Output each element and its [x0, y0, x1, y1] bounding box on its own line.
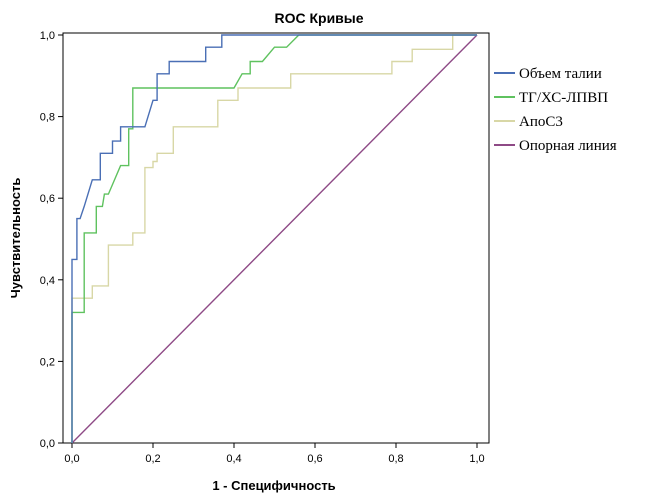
series-line-1 — [71, 34, 477, 443]
x-tick-label: 0,8 — [388, 453, 403, 465]
legend-label: ТГ/ХС-ЛПВП — [519, 90, 608, 106]
x-axis-title: 1 - Специфичность — [212, 478, 335, 493]
x-tick-label: 1,0 — [469, 453, 484, 465]
series-lines — [71, 34, 478, 444]
x-axis: 0,0 0,2 0,4 0,6 0,8 1,0 — [64, 443, 485, 465]
legend-label: Опорная линия — [519, 138, 617, 154]
y-tick-label: 0,2 — [40, 356, 55, 368]
series-line-2 — [71, 34, 477, 443]
x-tick-label: 0,4 — [226, 453, 241, 465]
y-tick-label: 0,8 — [40, 112, 55, 124]
x-tick-label: 0,6 — [307, 453, 322, 465]
legend-label: АпоС3 — [519, 114, 563, 130]
legend: Объем талии ТГ/ХС-ЛПВП АпоС3 Опорная линия — [494, 66, 617, 154]
y-tick-label: 0,6 — [40, 193, 55, 205]
series-line-4 — [71, 34, 478, 444]
y-tick-label: 0,4 — [40, 275, 55, 287]
x-tick-label: 0,0 — [64, 453, 79, 465]
y-axis: 0,0 0,2 0,4 0,6 0,8 1,0 — [40, 30, 63, 450]
series-line-3 — [71, 34, 477, 443]
x-tick-label: 0,2 — [145, 453, 160, 465]
y-tick-label: 1,0 — [40, 30, 55, 42]
y-tick-label: 0,0 — [40, 438, 55, 450]
y-axis-title: Чувствительность — [8, 178, 23, 299]
chart-title: ROC Кривые — [274, 10, 363, 26]
legend-label: Объем талии — [519, 66, 602, 82]
